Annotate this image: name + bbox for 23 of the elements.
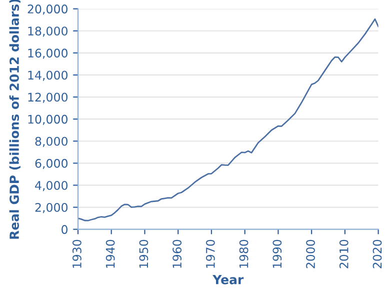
x-tick-label: 2000 <box>306 240 315 268</box>
x-tick-label: 1970 <box>206 240 215 268</box>
y-tick-label: 0 <box>62 225 68 234</box>
y-tick-label: 16,000 <box>28 48 68 59</box>
y-tick-label: 18,000 <box>28 26 68 37</box>
y-tick-label: 6,000 <box>35 158 68 170</box>
y-tick-label: 8,000 <box>35 136 68 147</box>
x-tick-label: 1940 <box>106 240 115 268</box>
x-tick-label: 1930 <box>72 240 82 268</box>
y-tick-label: 2,000 <box>35 202 68 214</box>
y-tick-label: 14,000 <box>28 70 68 81</box>
x-tick-label: 2020 <box>372 240 382 268</box>
y-tick-label: 20,000 <box>28 4 68 15</box>
x-tick-label: 2010 <box>339 240 348 268</box>
y-tick-label: 12,000 <box>28 92 68 103</box>
x-axis-title: Year <box>212 275 244 284</box>
line-series <box>78 18 378 222</box>
x-tick-label: 1980 <box>239 240 248 268</box>
y-tick-label: 4,000 <box>35 180 68 192</box>
x-tick-label: 1990 <box>272 240 282 268</box>
x-tick-label: 1950 <box>139 240 148 268</box>
x-tick-label: 1960 <box>172 240 182 268</box>
y-tick-label: 10,000 <box>28 114 68 125</box>
